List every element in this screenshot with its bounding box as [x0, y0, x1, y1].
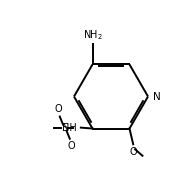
Text: O: O	[67, 141, 75, 151]
Text: O: O	[129, 147, 137, 157]
Text: O: O	[54, 104, 62, 114]
Text: NH: NH	[62, 123, 77, 133]
Text: NH$_2$: NH$_2$	[83, 28, 102, 42]
Text: S: S	[61, 123, 68, 133]
Text: N: N	[153, 91, 160, 102]
